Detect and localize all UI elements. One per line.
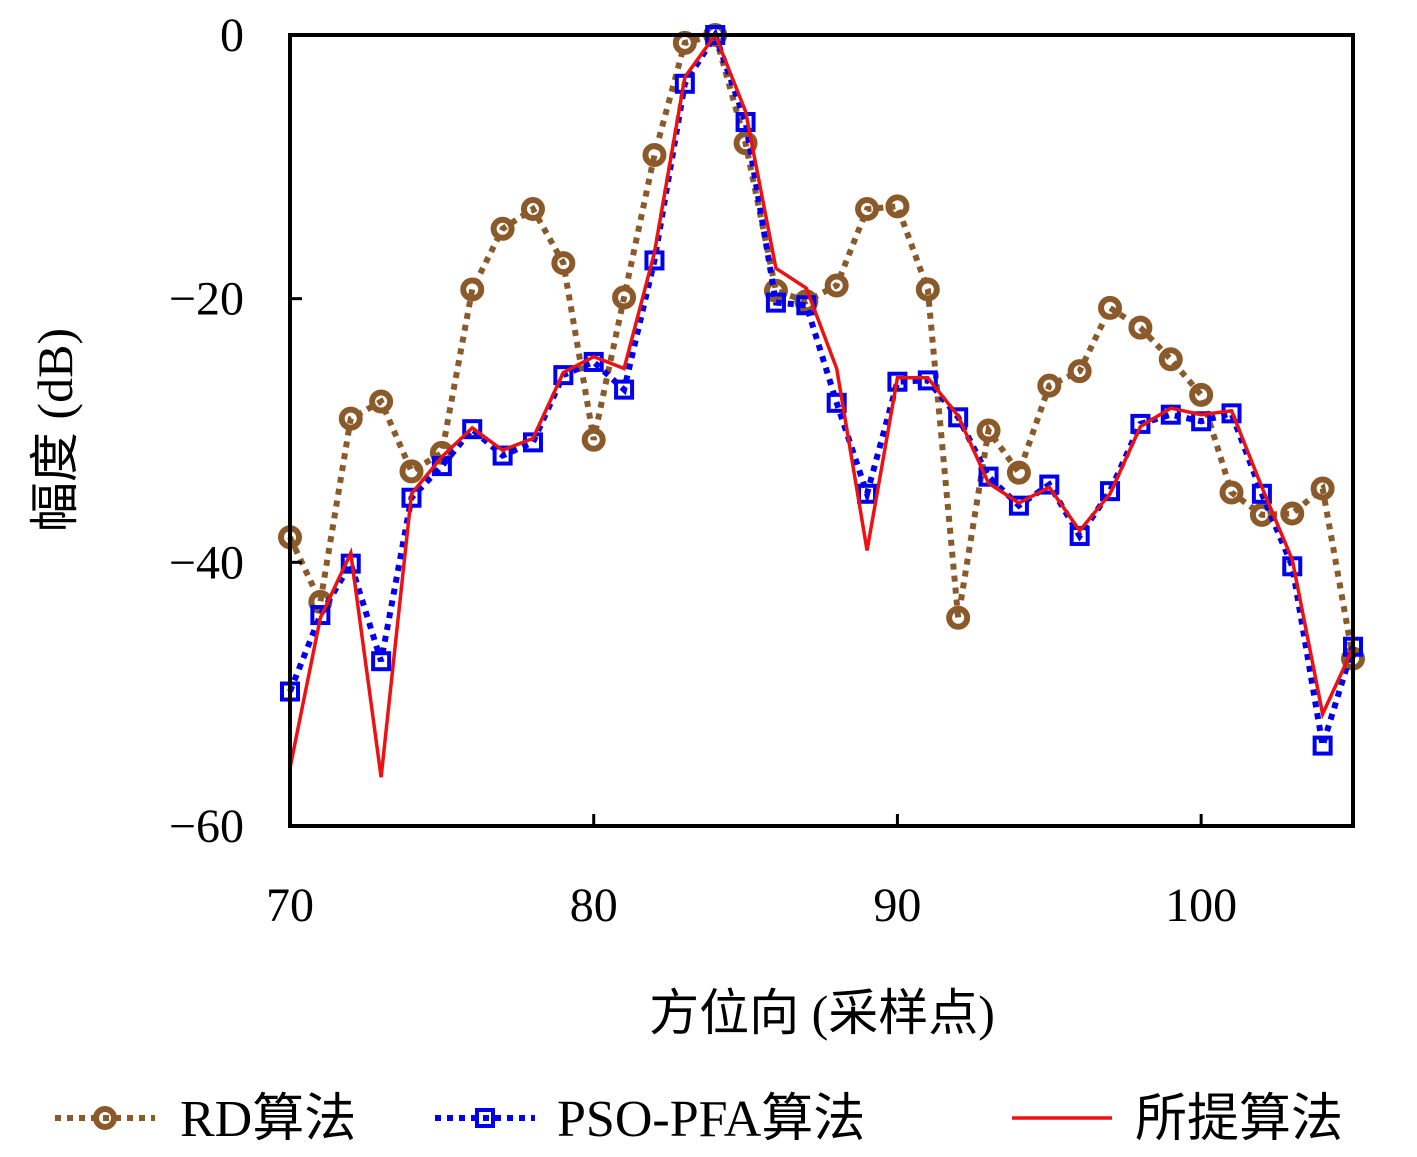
legend-label: RD算法: [180, 1091, 356, 1148]
data-point: [733, 131, 758, 156]
data-point: [1312, 735, 1333, 756]
data-point: [338, 406, 363, 431]
data-point: [369, 389, 394, 414]
data-point: [642, 142, 667, 167]
data-point: [824, 273, 849, 298]
data-point: [1158, 347, 1183, 372]
legend-marker: [475, 1108, 495, 1128]
legend: RD算法 PSO-PFA算法 所提算法: [55, 1091, 1343, 1148]
data-point: [520, 197, 545, 222]
data-point: [917, 370, 938, 391]
data-point: [855, 197, 880, 222]
data-point: [553, 365, 574, 386]
data-point: [763, 278, 788, 303]
data-point: [1006, 460, 1031, 485]
data-point: [1067, 359, 1092, 384]
data-point: [1039, 474, 1060, 495]
data-point: [1008, 495, 1029, 516]
data-point: [460, 277, 485, 302]
legend-item-1: PSO-PFA算法: [435, 1091, 865, 1148]
data-point: [1219, 480, 1244, 505]
data-point: [885, 194, 910, 219]
data-point: [1280, 501, 1305, 526]
data-point: [1037, 373, 1062, 398]
data-point: [492, 445, 513, 466]
data-point: [976, 418, 1001, 443]
data-point: [1130, 413, 1151, 434]
data-point: [1189, 382, 1214, 407]
data-point: [765, 292, 786, 313]
y-tick-label: −20: [169, 273, 244, 326]
series-0: [278, 23, 1365, 671]
data-point: [581, 427, 606, 452]
legend-item-2: 所提算法: [1012, 1091, 1343, 1148]
data-point: [551, 251, 576, 276]
data-point: [946, 605, 971, 630]
data-point: [1100, 481, 1121, 502]
series-layer: [278, 23, 1365, 778]
y-tick-label: −40: [169, 536, 244, 589]
data-point: [948, 407, 969, 428]
y-tick-label: −60: [169, 800, 244, 853]
data-point: [1098, 295, 1123, 320]
data-point: [1249, 502, 1274, 527]
x-tick-label: 100: [1165, 879, 1237, 932]
data-point: [1310, 476, 1335, 501]
data-point: [371, 651, 392, 672]
x-tick-label: 90: [873, 879, 921, 932]
x-tick-label: 70: [266, 879, 314, 932]
x-tick-label: 80: [570, 879, 618, 932]
legend-item-0: RD算法: [55, 1091, 356, 1148]
data-point: [887, 371, 908, 392]
y-tick-label: 0: [220, 9, 244, 62]
y-axis-label: 幅度 (dB): [27, 328, 83, 532]
data-point: [462, 419, 483, 440]
ticks-layer: 70 80 90 100 0 −20 −40 −60: [169, 9, 1237, 932]
data-point: [399, 459, 424, 484]
legend-label: PSO-PFA算法: [557, 1091, 865, 1148]
data-point: [1128, 315, 1153, 340]
legend-label: 所提算法: [1135, 1091, 1343, 1148]
data-point: [915, 277, 940, 302]
series-2: [288, 31, 1355, 778]
legend-marker: [93, 1106, 117, 1130]
data-point: [826, 392, 847, 413]
data-point: [490, 216, 515, 241]
data-point: [614, 379, 635, 400]
plot-frame: [288, 33, 1355, 828]
series-line: [288, 31, 1355, 778]
data-point: [612, 285, 637, 310]
x-axis-label: 方位向 (采样点): [649, 985, 995, 1041]
